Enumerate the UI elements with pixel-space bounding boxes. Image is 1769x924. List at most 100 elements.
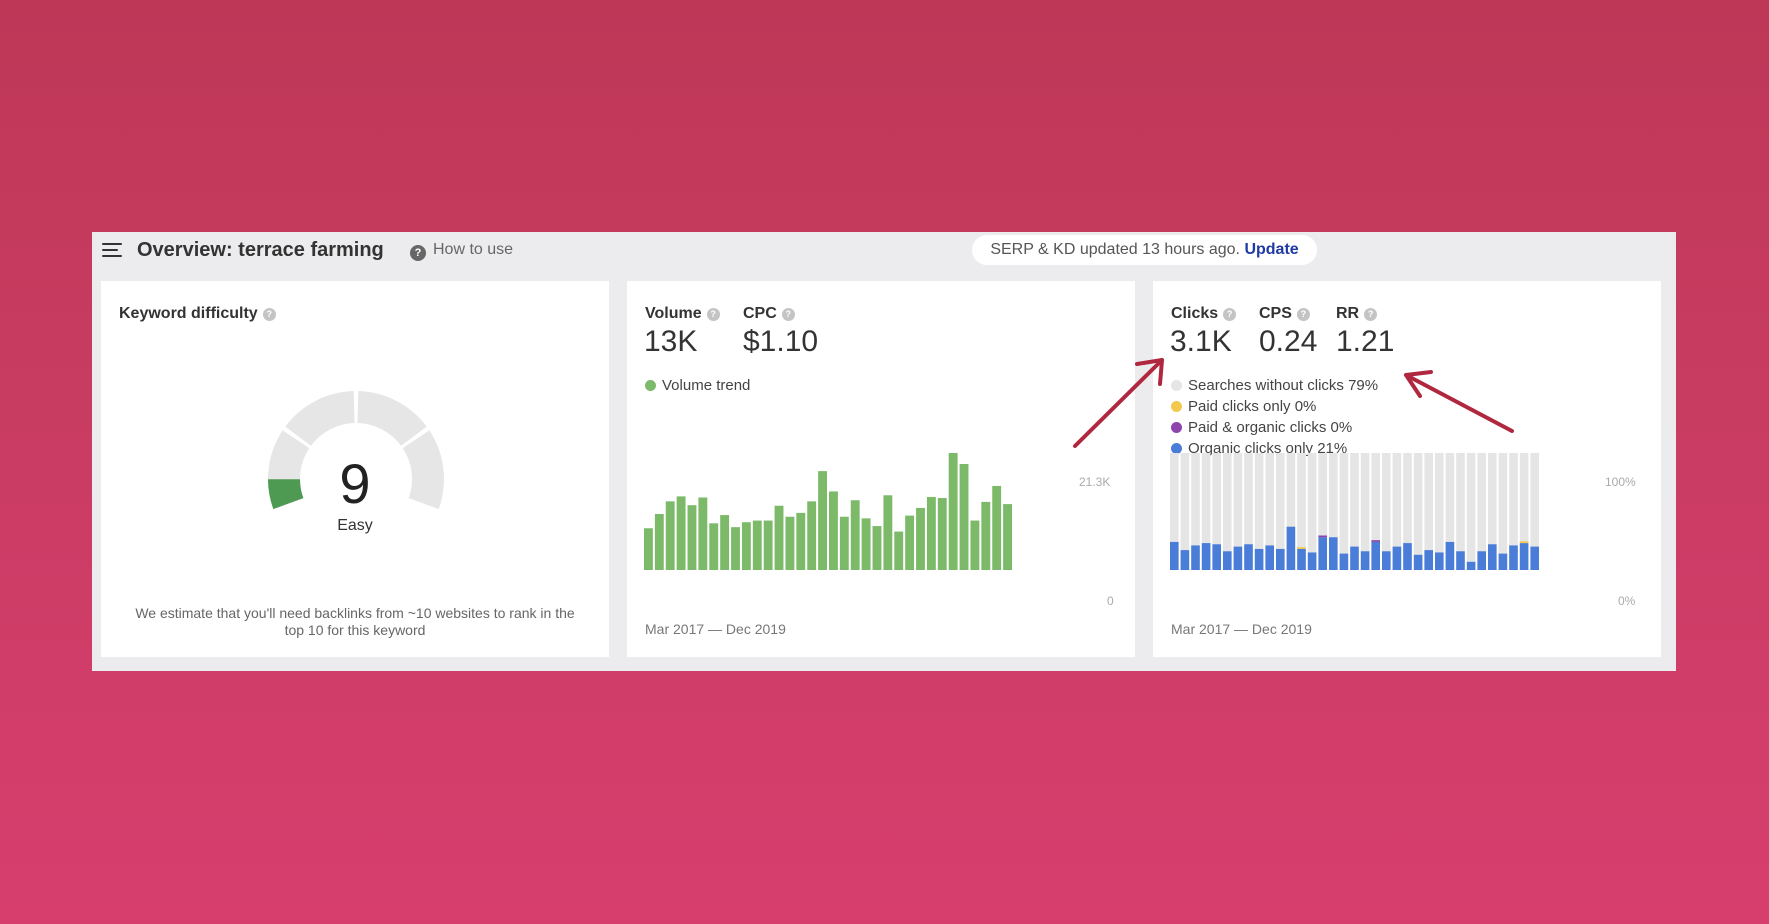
no-click-bar[interactable]: [1392, 453, 1402, 570]
no-click-bar[interactable]: [1212, 453, 1221, 570]
no-click-bar[interactable]: [1180, 453, 1190, 570]
no-click-bar[interactable]: [1297, 453, 1306, 570]
volume-bar[interactable]: [959, 463, 969, 570]
organic-bar[interactable]: [1254, 548, 1264, 570]
organic-bar[interactable]: [1201, 543, 1211, 570]
organic-bar[interactable]: [1498, 553, 1508, 570]
organic-bar[interactable]: [1424, 550, 1433, 570]
volume-bar[interactable]: [839, 516, 849, 570]
no-click-bar[interactable]: [1307, 453, 1317, 570]
no-click-bar[interactable]: [1223, 453, 1232, 570]
organic-bar[interactable]: [1382, 551, 1391, 570]
no-click-bar[interactable]: [1286, 453, 1296, 570]
organic-bar[interactable]: [1223, 551, 1232, 570]
volume-bar[interactable]: [1003, 504, 1012, 570]
organic-bar[interactable]: [1466, 561, 1476, 570]
no-click-bar[interactable]: [1424, 453, 1433, 570]
no-click-bar[interactable]: [1276, 453, 1285, 570]
help-icon[interactable]: ?: [262, 308, 276, 321]
no-click-bar[interactable]: [1318, 453, 1327, 570]
volume-bar[interactable]: [937, 498, 947, 570]
no-click-bar[interactable]: [1435, 453, 1444, 570]
no-click-bar[interactable]: [1403, 453, 1412, 570]
paid-organic-bar[interactable]: [1371, 540, 1380, 542]
no-click-bar[interactable]: [1456, 453, 1465, 570]
volume-bar[interactable]: [687, 505, 697, 570]
volume-bar[interactable]: [818, 471, 827, 570]
volume-bar[interactable]: [970, 520, 980, 570]
volume-bar[interactable]: [861, 518, 871, 570]
organic-bar[interactable]: [1371, 541, 1380, 570]
organic-bar[interactable]: [1477, 551, 1486, 570]
organic-bar[interactable]: [1530, 546, 1539, 570]
no-click-bar[interactable]: [1201, 453, 1211, 570]
volume-bar[interactable]: [872, 526, 882, 570]
organic-bar[interactable]: [1519, 543, 1529, 570]
paid-bar[interactable]: [1297, 547, 1306, 549]
volume-bar[interactable]: [741, 522, 751, 570]
organic-bar[interactable]: [1244, 544, 1253, 570]
volume-bar[interactable]: [905, 515, 915, 570]
organic-bar[interactable]: [1403, 543, 1412, 570]
no-click-bar[interactable]: [1413, 453, 1423, 570]
organic-bar[interactable]: [1170, 541, 1179, 570]
no-click-bar[interactable]: [1477, 453, 1486, 570]
help-icon[interactable]: ?: [706, 308, 720, 321]
no-click-bar[interactable]: [1488, 453, 1497, 570]
volume-bar[interactable]: [709, 523, 719, 570]
volume-bar[interactable]: [916, 507, 925, 570]
volume-bar[interactable]: [926, 496, 936, 570]
no-click-bar[interactable]: [1339, 453, 1349, 570]
help-icon[interactable]: ?: [1364, 308, 1378, 321]
volume-bar[interactable]: [763, 520, 773, 570]
volume-bar[interactable]: [796, 512, 806, 570]
organic-bar[interactable]: [1307, 552, 1317, 570]
volume-bar[interactable]: [720, 515, 730, 570]
volume-bar[interactable]: [676, 496, 686, 570]
volume-bar[interactable]: [807, 501, 817, 570]
volume-bar[interactable]: [644, 528, 653, 570]
how-to-use-link[interactable]: ? How to use: [410, 241, 513, 261]
help-icon[interactable]: ?: [1296, 308, 1310, 321]
organic-bar[interactable]: [1456, 551, 1465, 570]
no-click-bar[interactable]: [1530, 453, 1539, 570]
volume-bar[interactable]: [883, 495, 893, 570]
help-icon[interactable]: ?: [1223, 308, 1237, 321]
organic-bar[interactable]: [1276, 548, 1285, 570]
organic-bar[interactable]: [1339, 553, 1349, 570]
no-click-bar[interactable]: [1371, 453, 1380, 570]
organic-bar[interactable]: [1413, 554, 1423, 570]
organic-bar[interactable]: [1488, 544, 1497, 570]
organic-bar[interactable]: [1318, 537, 1327, 570]
hamburger-menu-icon[interactable]: [102, 243, 122, 259]
organic-bar[interactable]: [1180, 550, 1190, 570]
organic-bar[interactable]: [1350, 546, 1359, 570]
no-click-bar[interactable]: [1170, 453, 1179, 570]
volume-bar[interactable]: [850, 500, 860, 570]
volume-bar[interactable]: [992, 485, 1002, 570]
volume-bar[interactable]: [698, 497, 708, 570]
no-click-bar[interactable]: [1466, 453, 1476, 570]
organic-bar[interactable]: [1435, 552, 1444, 570]
volume-bar[interactable]: [894, 531, 904, 570]
organic-bar[interactable]: [1445, 541, 1455, 570]
volume-bar[interactable]: [785, 516, 795, 570]
volume-bar[interactable]: [752, 520, 762, 570]
no-click-bar[interactable]: [1360, 453, 1370, 570]
organic-bar[interactable]: [1191, 545, 1200, 570]
volume-bar[interactable]: [774, 505, 784, 570]
no-click-bar[interactable]: [1382, 453, 1391, 570]
organic-bar[interactable]: [1329, 537, 1338, 570]
no-click-bar[interactable]: [1519, 453, 1529, 570]
organic-bar[interactable]: [1360, 551, 1370, 570]
volume-bar[interactable]: [731, 527, 740, 570]
no-click-bar[interactable]: [1329, 453, 1338, 570]
update-link[interactable]: Update: [1244, 241, 1299, 258]
paid-bar[interactable]: [1519, 541, 1529, 544]
no-click-bar[interactable]: [1254, 453, 1264, 570]
organic-bar[interactable]: [1212, 544, 1221, 570]
no-click-bar[interactable]: [1445, 453, 1455, 570]
organic-bar[interactable]: [1297, 548, 1306, 570]
no-click-bar[interactable]: [1244, 453, 1253, 570]
no-click-bar[interactable]: [1265, 453, 1274, 570]
